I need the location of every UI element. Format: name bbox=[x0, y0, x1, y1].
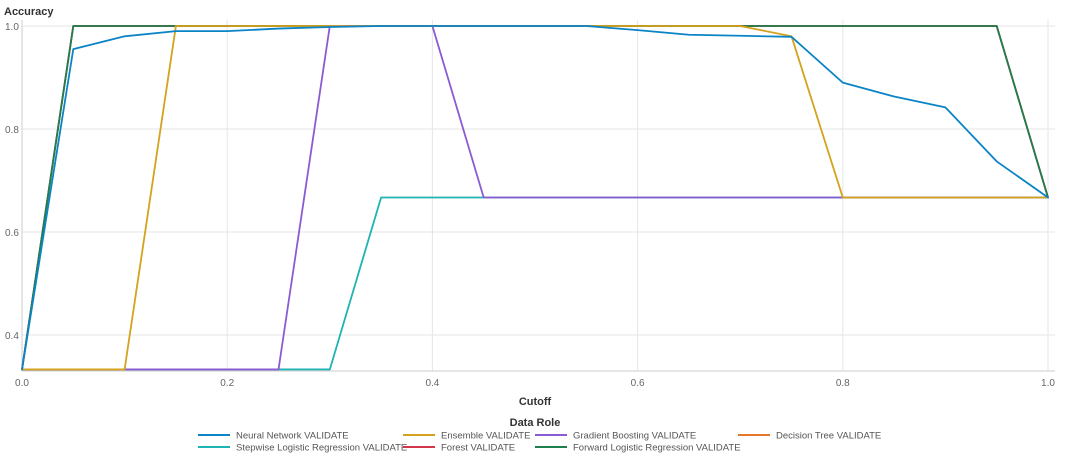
y-tick-label: 0.4 bbox=[5, 331, 19, 342]
y-axis-title: Accuracy bbox=[4, 6, 54, 18]
x-tick-label: 0.4 bbox=[425, 378, 439, 389]
legend-label: Decision Tree VALIDATE bbox=[776, 431, 881, 442]
x-tick-label: 1.0 bbox=[1041, 378, 1055, 389]
x-axis-title: Cutoff bbox=[519, 396, 552, 408]
legend-label: Gradient Boosting VALIDATE bbox=[573, 431, 696, 442]
legend-label: Neural Network VALIDATE bbox=[236, 431, 349, 442]
legend-item[interactable]: Neural Network VALIDATE bbox=[198, 431, 349, 442]
legend-item[interactable]: Ensemble VALIDATE bbox=[403, 431, 530, 442]
x-tick-label: 0.8 bbox=[836, 378, 850, 389]
x-tick-label: 0.6 bbox=[631, 378, 645, 389]
y-tick-label: 0.6 bbox=[5, 228, 19, 239]
legend-label: Forest VALIDATE bbox=[441, 443, 515, 454]
legend-label: Ensemble VALIDATE bbox=[441, 431, 530, 442]
y-tick-label: 0.8 bbox=[5, 125, 19, 136]
legend-title: Data Role bbox=[510, 417, 561, 429]
legend-item[interactable]: Stepwise Logistic Regression VALIDATE bbox=[198, 443, 407, 454]
y-tick-label: 1.0 bbox=[5, 22, 19, 33]
series-line-neural-network-validate[interactable] bbox=[21, 25, 1049, 371]
x-tick-label: 0.0 bbox=[15, 378, 29, 389]
legend-item[interactable]: Decision Tree VALIDATE bbox=[738, 431, 881, 442]
series-lines bbox=[21, 25, 1049, 371]
legend-label: Forward Logistic Regression VALIDATE bbox=[573, 443, 741, 454]
series-line-stepwise-logistic-regression-validate[interactable] bbox=[21, 196, 1049, 371]
legend-item[interactable]: Forest VALIDATE bbox=[403, 443, 515, 454]
tick-labels: 0.0 0.2 0.4 0.6 0.8 1.0 0.4 0.6 0.8 1.0 bbox=[5, 22, 1055, 389]
legend-item[interactable]: Gradient Boosting VALIDATE bbox=[535, 431, 696, 442]
legend: Neural Network VALIDATE Ensemble VALIDATE… bbox=[198, 431, 881, 454]
legend-label: Stepwise Logistic Regression VALIDATE bbox=[236, 443, 407, 454]
x-tick-label: 0.2 bbox=[220, 378, 234, 389]
grid bbox=[21, 20, 1055, 372]
legend-item[interactable]: Forward Logistic Regression VALIDATE bbox=[535, 443, 741, 454]
